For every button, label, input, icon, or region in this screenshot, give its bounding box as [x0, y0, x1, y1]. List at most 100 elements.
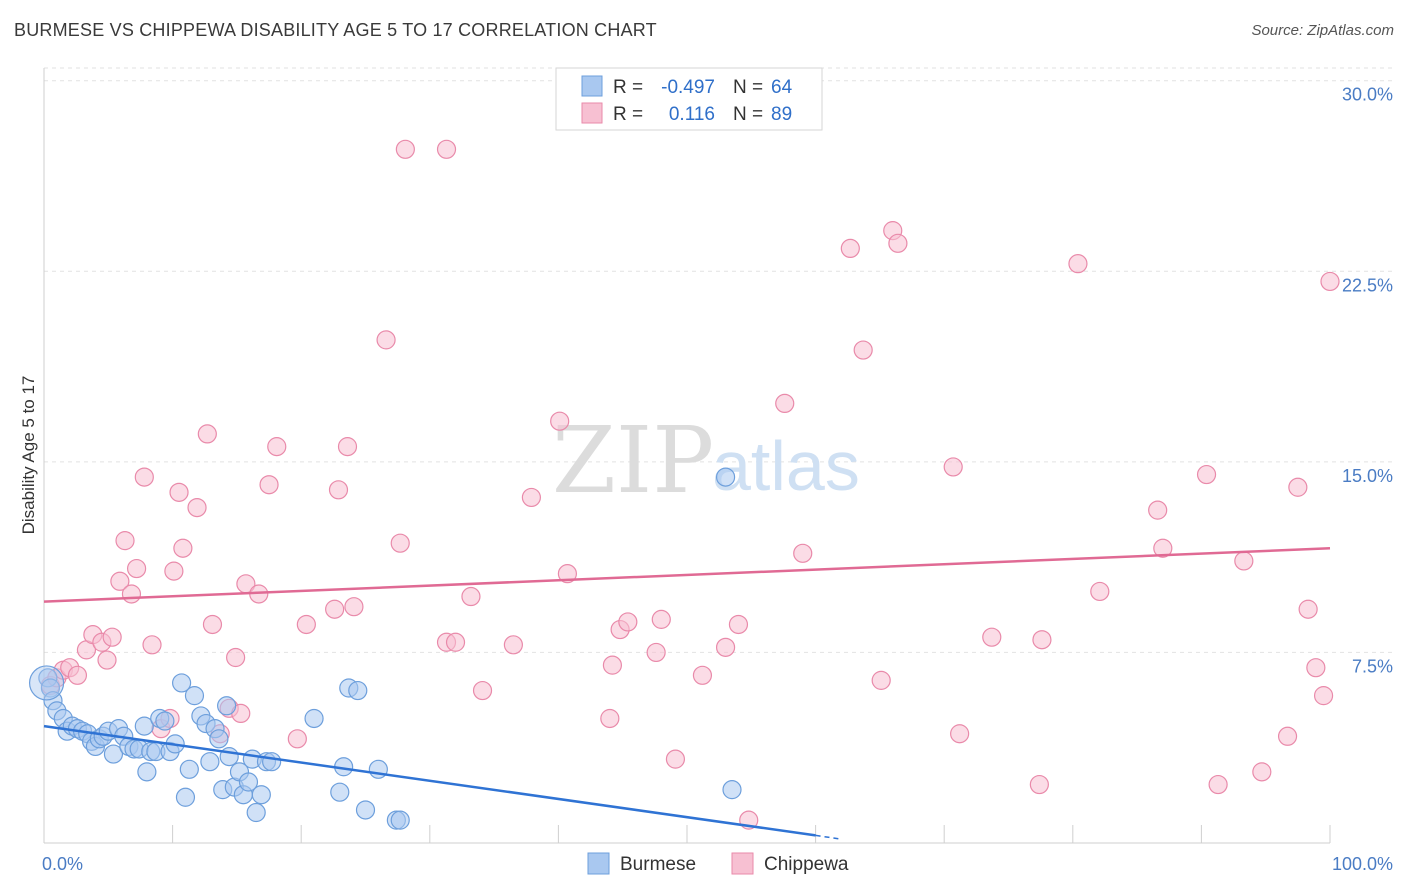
- chippewa-point: [888, 233, 908, 253]
- chippewa-point: [503, 635, 523, 655]
- chippewa-point: [445, 632, 466, 652]
- chippewa-point: [853, 340, 873, 360]
- chippewa-point: [557, 564, 578, 584]
- chippewa-point: [1288, 477, 1308, 497]
- chippewa-point: [550, 411, 570, 431]
- chippewa-point: [67, 665, 88, 685]
- chippewa-point: [461, 586, 481, 607]
- chippewa-point: [715, 637, 736, 657]
- chippewa-point: [134, 467, 154, 487]
- chippewa-point: [287, 729, 307, 749]
- chippewa-point: [296, 614, 316, 635]
- chippewa-point: [390, 533, 410, 553]
- chippewa-point: [337, 437, 358, 457]
- chippewa-point: [121, 584, 142, 604]
- chippewa-point: [344, 597, 364, 617]
- burmese-point: [155, 711, 175, 731]
- burmese-point: [330, 782, 350, 802]
- chippewa-point: [325, 599, 345, 619]
- chippewa-point: [728, 614, 749, 635]
- chippewa-point: [618, 612, 638, 632]
- burmese-point: [103, 744, 124, 764]
- watermark-zip: ZIP: [552, 407, 714, 514]
- x-tick-labels: 0.0% 100.0%: [42, 854, 1393, 874]
- burmese-point: [217, 696, 237, 716]
- burmese-point: [137, 762, 157, 782]
- x-tick-label-max: 100.0%: [1332, 854, 1393, 874]
- chippewa-point: [600, 708, 620, 729]
- burmese-point: [251, 785, 271, 805]
- chippewa-point: [1252, 762, 1272, 782]
- y-tick-label: 15.0%: [1342, 466, 1393, 486]
- chippewa-point: [395, 139, 415, 159]
- x-tick-label-min: 0.0%: [42, 854, 83, 874]
- burmese-point: [175, 787, 196, 807]
- burmese-point: [262, 752, 282, 772]
- chippewa-point: [692, 665, 713, 685]
- chippewa-point: [1029, 774, 1049, 795]
- chippewa-point: [982, 627, 1002, 647]
- chippewa-point: [1148, 500, 1168, 520]
- chippewa-point: [110, 571, 130, 591]
- chippewa-point: [102, 627, 122, 647]
- chippewa-point: [871, 670, 891, 690]
- chippewa-point: [115, 531, 135, 551]
- burmese-point: [390, 810, 410, 830]
- legend: R = -0.497 N = 64 R = 0.116 N = 89: [555, 67, 823, 131]
- legend-swatch-burmese: [581, 75, 603, 97]
- chippewa-point: [793, 543, 813, 563]
- chippewa-point: [521, 487, 541, 508]
- chippewa-point: [1196, 464, 1217, 485]
- chippewa-point: [202, 614, 223, 635]
- y-tick-label: 22.5%: [1342, 275, 1393, 295]
- bottom-legend-label-burmese: Burmese: [620, 854, 696, 875]
- chippewa-point: [775, 393, 795, 414]
- burmese-point: [304, 708, 324, 729]
- bottom-legend: Burmese Chippewa: [587, 852, 849, 875]
- chippewa-point: [142, 635, 162, 655]
- chippewa-point: [267, 437, 287, 457]
- burmese-point: [134, 716, 154, 736]
- chippewa-point: [328, 480, 349, 500]
- chippewa-point: [197, 424, 217, 444]
- chippewa-point: [259, 475, 279, 495]
- burmese-point: [172, 673, 192, 693]
- legend-r-value-burmese: -0.497: [661, 77, 715, 98]
- legend-n-label-burmese: N =: [733, 77, 763, 98]
- chippewa-point: [1208, 774, 1228, 795]
- burmese-point: [348, 680, 368, 701]
- chippewa-point: [1090, 581, 1110, 602]
- trend-lines: [43, 546, 1331, 840]
- burmese-trend-line: [43, 724, 816, 837]
- watermark-atlas: atlas: [712, 427, 860, 505]
- burmese-point: [355, 800, 376, 820]
- y-tick-label: 7.5%: [1352, 656, 1393, 676]
- chippewa-point: [376, 330, 396, 350]
- legend-n-value-chippewa: 89: [771, 104, 792, 125]
- burmese-point: [209, 729, 229, 749]
- chippewa-point: [169, 482, 189, 502]
- burmese-point: [715, 467, 736, 487]
- chippewa-point: [1153, 538, 1173, 558]
- bottom-legend-swatch-burmese: [587, 852, 610, 875]
- burmese-point: [246, 802, 266, 823]
- chippewa-point: [602, 655, 623, 675]
- chippewa-point: [436, 139, 457, 159]
- burmese-point: [238, 772, 259, 792]
- chippewa-point: [840, 238, 860, 259]
- chippewa-point: [164, 561, 184, 581]
- bottom-legend-label-chippewa: Chippewa: [764, 854, 849, 875]
- chippewa-point: [665, 749, 686, 769]
- legend-swatch-chippewa: [581, 102, 603, 124]
- legend-r-label-chippewa: R =: [613, 104, 643, 125]
- chippewa-point: [1313, 686, 1334, 706]
- series-chippewa-points: [40, 139, 1340, 830]
- y-tick-label: 30.0%: [1342, 85, 1393, 105]
- legend-r-value-chippewa: 0.116: [669, 104, 715, 125]
- chippewa-trend-line: [43, 546, 1331, 603]
- chippewa-point: [646, 642, 666, 663]
- chippewa-point: [1234, 551, 1254, 571]
- burmese-point: [200, 752, 220, 772]
- y-tick-labels: 7.5% 15.0% 22.5% 30.0%: [1342, 85, 1393, 677]
